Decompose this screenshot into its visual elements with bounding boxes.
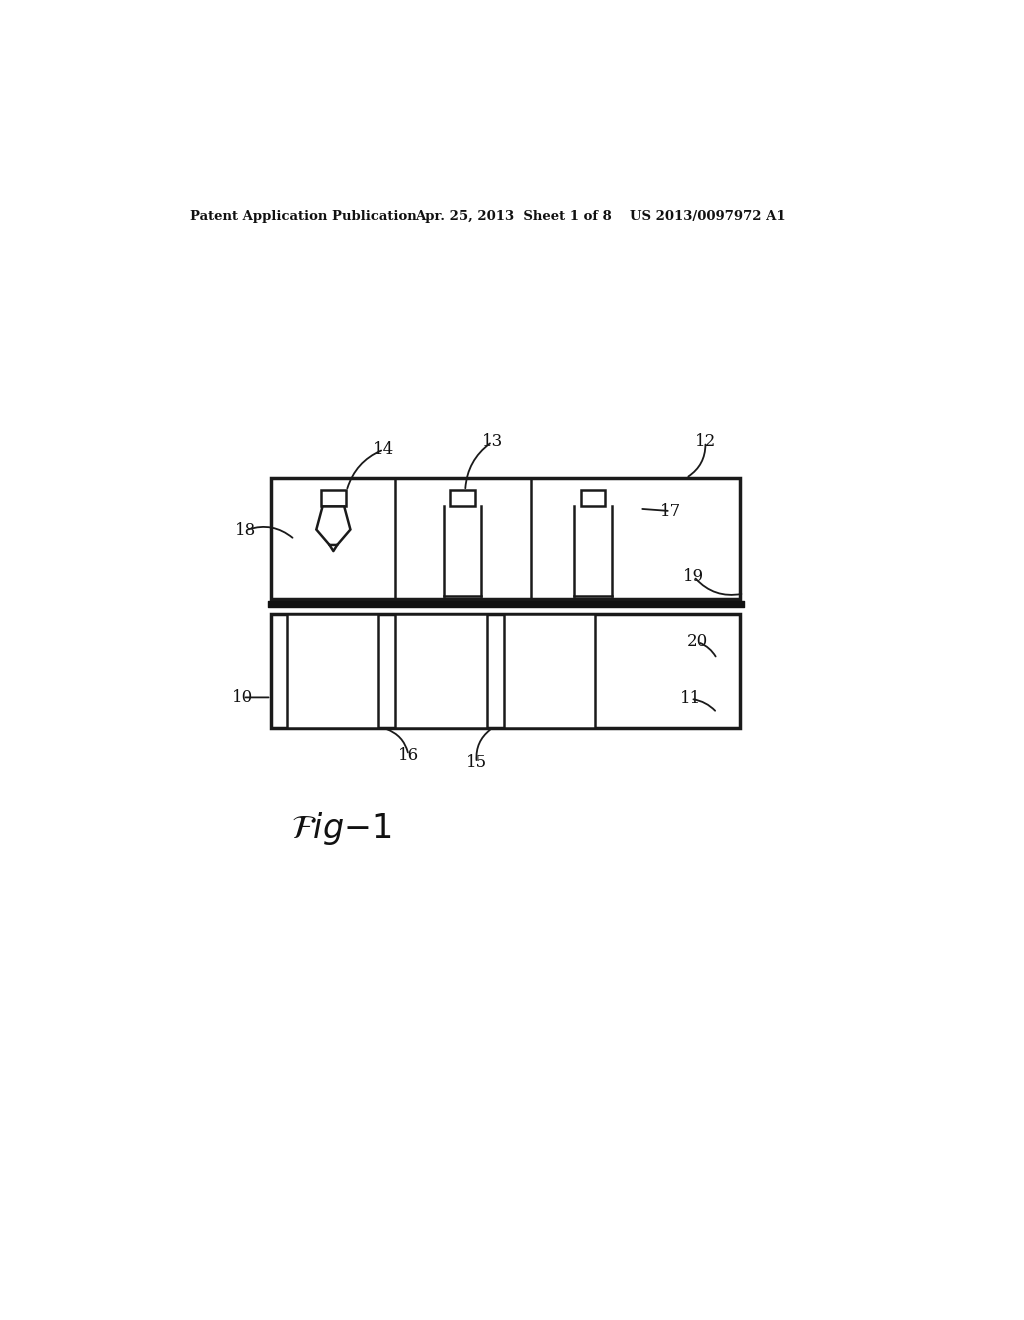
Text: $\mathcal{F}$$\mathit{ig}$$-1$: $\mathcal{F}$$\mathit{ig}$$-1$ bbox=[291, 809, 391, 847]
Text: 11: 11 bbox=[680, 690, 701, 708]
Bar bbox=[395, 614, 486, 729]
Bar bbox=[287, 614, 378, 729]
Bar bbox=[271, 478, 740, 599]
Text: 14: 14 bbox=[373, 441, 394, 458]
Text: 17: 17 bbox=[659, 503, 681, 520]
Text: 12: 12 bbox=[694, 433, 716, 450]
Bar bbox=[321, 490, 346, 507]
Bar bbox=[581, 490, 605, 507]
Polygon shape bbox=[316, 507, 350, 545]
Text: Apr. 25, 2013  Sheet 1 of 8: Apr. 25, 2013 Sheet 1 of 8 bbox=[415, 210, 611, 223]
Text: US 2013/0097972 A1: US 2013/0097972 A1 bbox=[630, 210, 785, 223]
Text: 13: 13 bbox=[481, 433, 503, 450]
Text: 18: 18 bbox=[236, 521, 256, 539]
Bar bbox=[451, 490, 475, 507]
Text: 10: 10 bbox=[232, 689, 253, 706]
Text: 20: 20 bbox=[687, 634, 709, 651]
Bar bbox=[271, 614, 740, 729]
Text: 16: 16 bbox=[398, 747, 419, 764]
Bar bbox=[504, 614, 595, 729]
Text: Patent Application Publication: Patent Application Publication bbox=[190, 210, 417, 223]
Text: 15: 15 bbox=[466, 754, 487, 771]
Text: 19: 19 bbox=[683, 568, 705, 585]
